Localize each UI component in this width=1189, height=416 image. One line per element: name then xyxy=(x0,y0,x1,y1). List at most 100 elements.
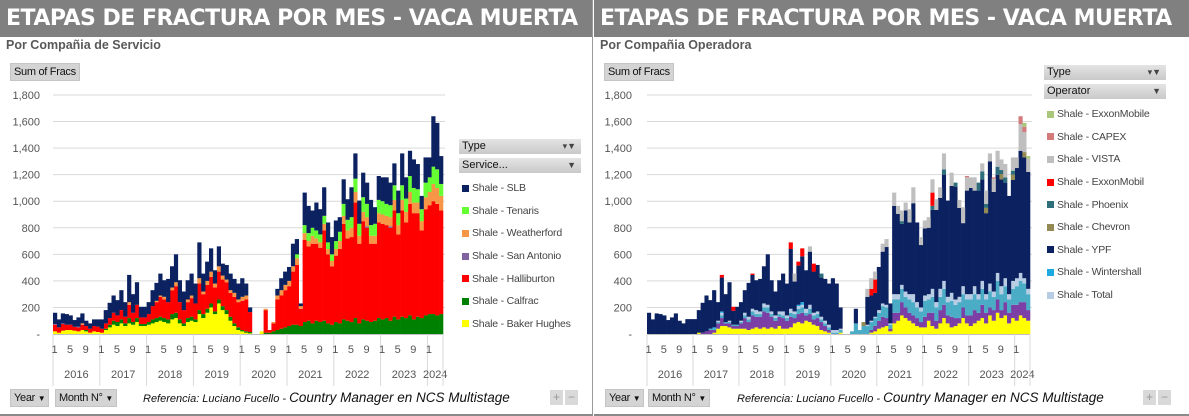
year-filter-button[interactable]: Year ▼ xyxy=(10,389,50,407)
bar-segment xyxy=(773,291,778,316)
bar-segment xyxy=(769,280,774,312)
service-field-button[interactable]: Service... ▼ xyxy=(459,158,581,173)
bar-segment xyxy=(306,246,311,321)
bar-segment xyxy=(326,323,331,334)
bar-segment xyxy=(263,308,268,311)
bar-segment xyxy=(154,282,159,301)
bar-segment xyxy=(119,290,124,311)
year-label: 2023 xyxy=(979,369,1003,381)
bar-segment xyxy=(380,177,385,202)
collapse-button[interactable]: − xyxy=(565,390,578,405)
bar-segment xyxy=(976,294,981,300)
bar-segment xyxy=(945,296,950,303)
bar-segment xyxy=(949,316,954,328)
bar-segment xyxy=(431,183,436,202)
bar-segment xyxy=(777,314,782,317)
sum-of-fracs-button[interactable]: Sum of Fracs xyxy=(10,63,80,81)
bar-segment xyxy=(95,332,101,334)
bar-segment xyxy=(287,326,292,334)
month-filter-button[interactable]: Month N° ▼ xyxy=(648,389,710,407)
bar-segment xyxy=(669,317,675,334)
bar-segment xyxy=(995,272,1000,281)
bar-segment xyxy=(294,264,299,325)
bar-segment xyxy=(953,186,958,300)
bar-segment xyxy=(275,299,280,331)
expand-button[interactable]: + xyxy=(550,390,563,405)
reference-role: Country Manager en NCS Multistage xyxy=(289,390,510,405)
bar-segment xyxy=(1018,280,1023,303)
bar-segment xyxy=(146,324,151,334)
month-tick-label: 1 xyxy=(239,344,245,356)
bar-segment xyxy=(205,308,210,313)
bar-segment xyxy=(294,324,299,334)
bar-segment xyxy=(158,320,163,334)
bar-segment xyxy=(957,199,962,208)
month-tick-label: 5 xyxy=(891,344,897,356)
bar-segment xyxy=(650,319,655,334)
month-tick-label: 9 xyxy=(223,344,229,356)
filter-icon[interactable]: ▾▼ xyxy=(1147,67,1161,77)
month-tick-label: 1 xyxy=(192,344,198,356)
legend-label: Shale - Chevron xyxy=(1057,221,1130,234)
bar-segment xyxy=(212,314,218,334)
year-filter-button[interactable]: Year ▼ xyxy=(605,389,645,407)
bar-segment xyxy=(800,312,805,324)
bar-segment xyxy=(329,237,335,255)
bar-segment xyxy=(968,326,973,334)
month-tick-label: 9 xyxy=(176,344,182,356)
bar-segment xyxy=(1014,278,1019,287)
bar-segment xyxy=(849,331,855,334)
operator-field-button[interactable]: Operator ▼ xyxy=(1044,84,1166,99)
panel-title: ETAPAS DE FRACTURA POR MES - VACA MUERTA xyxy=(0,0,592,37)
type-filter-button[interactable]: Type ▾▼ xyxy=(1044,65,1166,80)
type-filter-button[interactable]: Type ▾▼ xyxy=(459,139,581,154)
month-tick-label: 1 xyxy=(829,344,835,356)
month-filter-button[interactable]: Month N° ▼ xyxy=(55,389,117,407)
bar-segment xyxy=(792,323,797,334)
bar-segment xyxy=(1014,168,1019,279)
month-tick-label: 5 xyxy=(207,344,213,356)
y-tick-label: 800 xyxy=(22,223,40,235)
bar-segment xyxy=(972,286,977,295)
bar-segment xyxy=(788,312,793,317)
bar-segment xyxy=(1014,157,1019,169)
bar-segment xyxy=(1022,152,1027,158)
year-label: 2016 xyxy=(64,369,88,381)
bar-segment xyxy=(435,315,440,334)
bar-segment xyxy=(930,296,935,313)
bar-segment xyxy=(193,283,198,304)
bar-segment xyxy=(1007,294,1012,300)
dropdown-icon[interactable]: ▼ xyxy=(1152,86,1161,96)
year-label: 2019 xyxy=(796,369,820,381)
sum-of-fracs-button[interactable]: Sum of Fracs xyxy=(604,63,674,81)
bar-segment xyxy=(872,318,878,327)
bar-segment xyxy=(154,322,159,334)
bar-segment xyxy=(964,294,970,300)
bar-segment xyxy=(142,324,147,327)
bar-segment xyxy=(439,195,444,211)
dropdown-icon[interactable]: ▼ xyxy=(567,160,576,170)
bar-segment xyxy=(314,230,319,239)
y-tick-label: 1,000 xyxy=(12,196,40,208)
bar-segment xyxy=(938,288,943,297)
bar-segment xyxy=(934,199,939,210)
bar-segment xyxy=(773,320,778,329)
bar-segment xyxy=(127,302,132,305)
bar-segment xyxy=(899,221,904,224)
bar-segment xyxy=(177,280,182,303)
bar-segment xyxy=(53,324,58,332)
legend-swatch xyxy=(1047,246,1054,254)
filter-icon[interactable]: ▾▼ xyxy=(562,141,576,151)
expand-button[interactable]: + xyxy=(1143,390,1156,405)
bar-segment xyxy=(318,234,323,243)
bar-segment xyxy=(926,227,931,295)
bar-segment xyxy=(224,279,229,283)
bar-segment xyxy=(232,326,237,334)
bar-segment xyxy=(957,318,962,324)
bar-segment xyxy=(918,322,924,328)
bar-segment xyxy=(64,314,69,325)
bar-segment xyxy=(431,201,436,315)
collapse-button[interactable]: − xyxy=(1158,390,1171,405)
bar-segment xyxy=(404,222,409,319)
bar-segment xyxy=(419,195,424,210)
